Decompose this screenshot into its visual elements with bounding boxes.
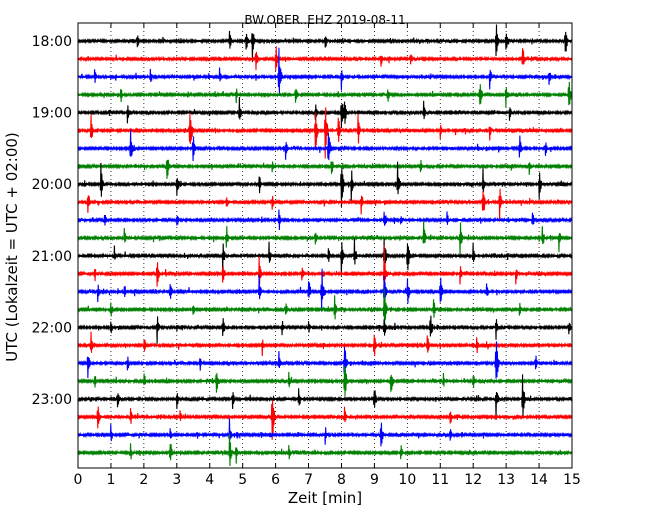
trace-2045 bbox=[78, 220, 572, 256]
trace-1915 bbox=[78, 107, 572, 159]
trace-2030 bbox=[78, 209, 572, 231]
y-tick-label: 23:00 bbox=[32, 392, 72, 408]
x-tick-label: 2 bbox=[139, 472, 148, 488]
x-tick-label: 12 bbox=[464, 472, 482, 488]
x-tick-label: 11 bbox=[431, 472, 449, 488]
trace-2130 bbox=[78, 268, 572, 312]
trace-2245 bbox=[78, 366, 572, 397]
trace-2230 bbox=[78, 341, 572, 379]
trace-1945 bbox=[78, 159, 572, 179]
x-tick-label: 7 bbox=[304, 472, 313, 488]
trace-1830 bbox=[78, 47, 572, 96]
x-tick-label: 6 bbox=[271, 472, 280, 488]
y-tick-label: 21:00 bbox=[32, 249, 72, 265]
y-tick-label: 18:00 bbox=[32, 34, 72, 50]
trace-2345 bbox=[78, 434, 572, 467]
x-tick-label: 4 bbox=[205, 472, 214, 488]
trace-2215 bbox=[78, 331, 572, 356]
y-tick-label: 19:00 bbox=[32, 106, 72, 122]
x-axis-ticks: 0 1 2 3 4 5 6 7 8 9 10 11 12 13 14 15 bbox=[74, 23, 581, 488]
trace-2115 bbox=[78, 245, 572, 292]
trace-2015 bbox=[78, 188, 572, 222]
chart-title: BW.OBER..EHZ 2019-08-11 bbox=[244, 13, 405, 27]
y-tick-label: 20:00 bbox=[32, 177, 72, 193]
trace-1815 bbox=[78, 46, 572, 71]
seismogram-traces bbox=[78, 24, 572, 467]
y-axis-label: UTC (Lokalzeit = UTC + 02:00) bbox=[3, 132, 21, 362]
plot-frame bbox=[77, 22, 573, 469]
x-tick-label: 0 bbox=[74, 472, 83, 488]
gridlines bbox=[110, 23, 540, 468]
x-tick-label: 15 bbox=[563, 472, 581, 488]
x-tick-label: 5 bbox=[238, 472, 247, 488]
trace-2100 bbox=[78, 238, 572, 277]
x-axis-label: Zeit [min] bbox=[288, 489, 362, 507]
trace-2330 bbox=[78, 418, 572, 447]
y-axis-ticks: 18:00 19:00 20:00 21:00 22:00 23:00 bbox=[32, 34, 572, 408]
trace-2315 bbox=[78, 400, 572, 440]
trace-2200 bbox=[78, 315, 572, 345]
y-tick-label: 22:00 bbox=[32, 320, 72, 336]
x-tick-label: 8 bbox=[337, 472, 346, 488]
trace-2000 bbox=[78, 161, 572, 207]
trace-1900 bbox=[78, 96, 572, 128]
x-tick-label: 10 bbox=[398, 472, 416, 488]
trace-1845 bbox=[78, 81, 572, 108]
trace-2145 bbox=[78, 288, 572, 331]
x-tick-label: 13 bbox=[497, 472, 515, 488]
trace-1930 bbox=[78, 129, 572, 162]
x-tick-label: 3 bbox=[172, 472, 181, 488]
x-tick-label: 14 bbox=[530, 472, 548, 488]
trace-2300 bbox=[78, 374, 572, 420]
trace-1800 bbox=[78, 24, 572, 63]
x-tick-label: 1 bbox=[106, 472, 115, 488]
x-tick-label: 9 bbox=[370, 472, 379, 488]
